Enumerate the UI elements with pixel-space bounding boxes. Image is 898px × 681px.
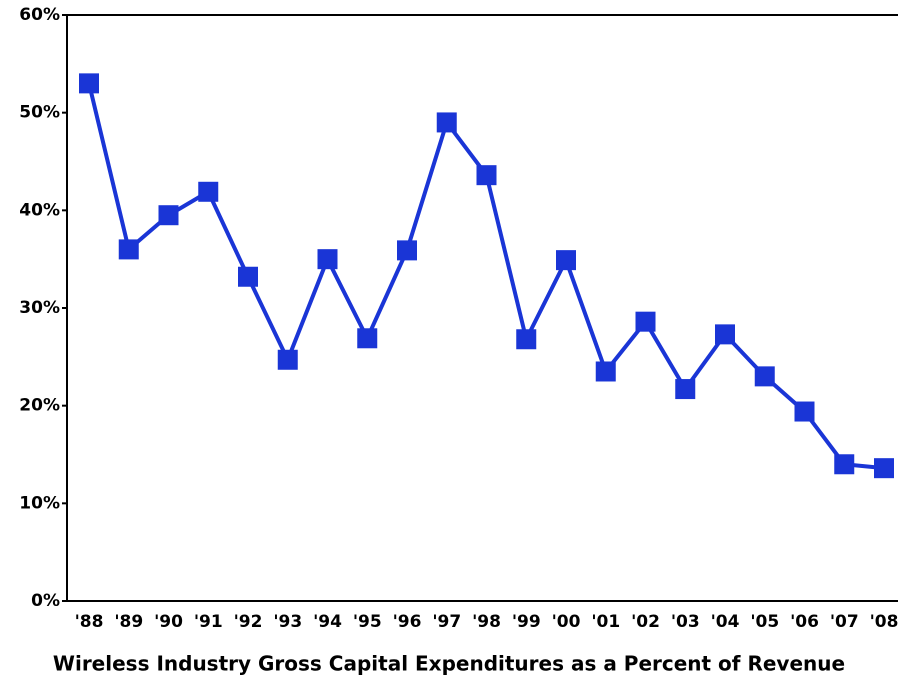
marker [834, 454, 855, 475]
y-tick-label: 30% [19, 298, 60, 318]
marker [754, 366, 775, 387]
y-tick-label: 20% [19, 396, 60, 416]
x-tick-label: '03 [671, 612, 700, 632]
x-tick-label: '08 [870, 612, 898, 632]
x-tick-label: '92 [234, 612, 263, 632]
marker [635, 311, 656, 332]
marker [397, 240, 417, 261]
marker [79, 73, 99, 94]
x-tick-label: '96 [393, 612, 422, 632]
x-tick-label: '97 [432, 612, 461, 632]
x-tick-label: '90 [154, 612, 183, 632]
y-tick-label: 10% [19, 493, 60, 513]
series-line [87, 82, 885, 471]
x-tick-label: '06 [790, 612, 819, 632]
x-tick-label: '94 [313, 612, 342, 632]
chart-title: Wireless Industry Gross Capital Expendit… [53, 652, 845, 676]
marker [516, 329, 537, 350]
x-tick-label: '00 [552, 612, 581, 632]
marker [277, 349, 298, 370]
x-tick-label: '93 [273, 612, 302, 632]
x-tick-label: '05 [750, 612, 779, 632]
x-tick-label: '01 [591, 612, 620, 632]
marker [158, 205, 179, 226]
marker [238, 266, 258, 287]
y-tick-label: 40% [19, 200, 60, 220]
x-tick-label: '88 [75, 612, 104, 632]
marker [317, 249, 338, 270]
x-tick-label: '02 [631, 612, 660, 632]
marker [198, 181, 219, 202]
y-tick-label: 60% [19, 5, 60, 25]
x-tick-label: '07 [830, 612, 859, 632]
marker [436, 112, 457, 133]
x-tick-label: '04 [711, 612, 740, 632]
marker [357, 328, 378, 349]
x-tick-label: '89 [114, 612, 143, 632]
marker [595, 361, 616, 382]
x-tick-label: '91 [194, 612, 223, 632]
x-tick-label: '99 [512, 612, 541, 632]
x-tick-label: '95 [353, 612, 382, 632]
y-tick-label: 0% [31, 591, 60, 611]
marker [118, 239, 139, 260]
x-tick-label: '98 [472, 612, 501, 632]
marker [675, 379, 696, 400]
marker [715, 324, 735, 345]
y-tick-label: 50% [19, 103, 60, 123]
marker [556, 250, 576, 271]
marker [794, 401, 815, 422]
marker [874, 458, 894, 479]
marker [476, 165, 497, 186]
